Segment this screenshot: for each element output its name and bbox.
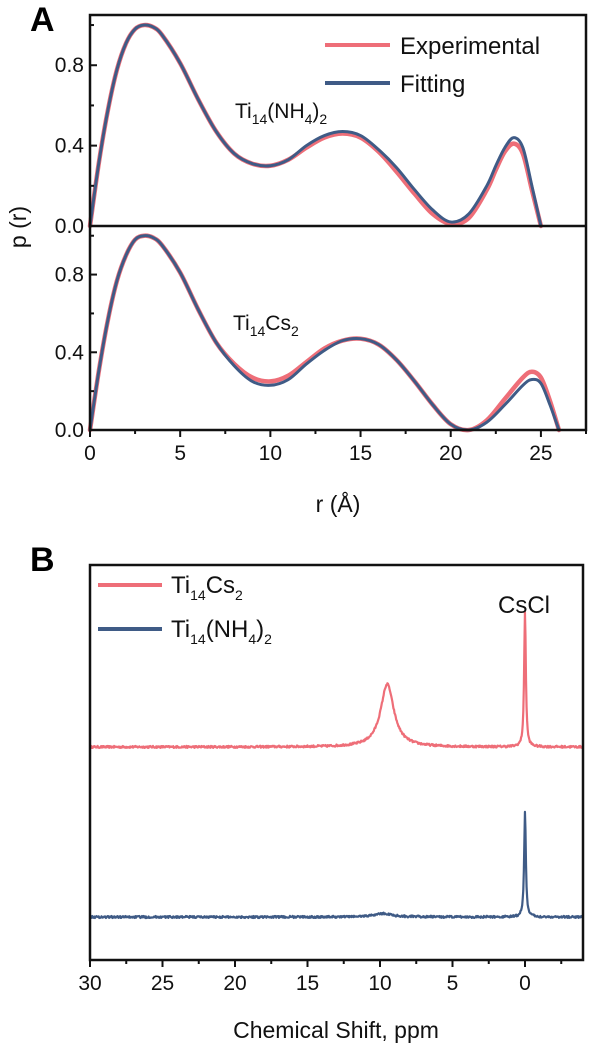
panel-a-frame — [88, 13, 588, 432]
panel-b-chart: 30 25 20 15 10 5 0 — [78, 563, 585, 995]
x-tick-label: 5 — [447, 972, 459, 995]
x-tick-label: 0 — [519, 972, 531, 995]
annotation-ti14cs2: Ti14Cs2 — [233, 312, 299, 339]
y-tick-label: 0.8 — [55, 54, 84, 77]
y-tick-label: 0.0 — [55, 215, 84, 238]
x-tick-label: 20 — [439, 442, 462, 465]
y-tick-label: 0.4 — [55, 135, 85, 158]
x-tick-label: 10 — [368, 972, 391, 995]
x-tick-label: 25 — [151, 972, 174, 995]
x-tick-label: 10 — [259, 442, 282, 465]
series-line-experimental-subplot-1 — [87, 233, 562, 433]
annotation-ti14nh42: Ti14(NH4)2 — [235, 100, 327, 127]
legend-label-experimental: Experimental — [400, 33, 540, 60]
legend-label-ti14nh42: Ti14(NH4)2 — [171, 616, 272, 647]
legend-label-fitting: Fitting — [400, 71, 465, 98]
panel-b-frame — [88, 563, 585, 962]
series-line-fitting-subplot-1 — [88, 234, 561, 432]
x-tick-label: 15 — [296, 972, 319, 995]
series-line-ti14nh42 — [89, 810, 584, 920]
series-line-ti14cs2 — [88, 610, 584, 750]
x-tick-label: 25 — [529, 442, 552, 465]
series-line-fitting-subplot-0 — [88, 23, 543, 228]
panel-label-b: B — [30, 541, 55, 579]
panel-b-legend: Ti14Cs2 Ti14(NH4)2 — [98, 572, 272, 647]
y-tick-label: 0.0 — [55, 419, 84, 442]
x-tick-label: 5 — [174, 442, 186, 465]
panel-a-xlabel: r (Å) — [316, 490, 361, 517]
annotation-cscl: CsCl — [498, 592, 550, 619]
x-tick-label: 0 — [84, 442, 96, 465]
y-tick-label: 0.8 — [55, 264, 84, 287]
panel-b-xlabel: Chemical Shift, ppm — [233, 1017, 439, 1043]
legend-label-ti14cs2: Ti14Cs2 — [171, 572, 243, 603]
x-tick-label: 15 — [349, 442, 372, 465]
y-tick-label: 0.4 — [55, 341, 85, 364]
x-tick-label: 30 — [78, 972, 101, 995]
x-tick-label: 20 — [223, 972, 246, 995]
panel-label-a: A — [30, 1, 55, 39]
panel-a-chart: 0.0 0.4 0.8 0.0 0.4 0.8 0 5 10 15 20 25 — [55, 13, 588, 465]
panel-a-ylabel: p (r) — [5, 206, 31, 248]
panel-a-legend: Experimental Fitting — [325, 33, 540, 98]
